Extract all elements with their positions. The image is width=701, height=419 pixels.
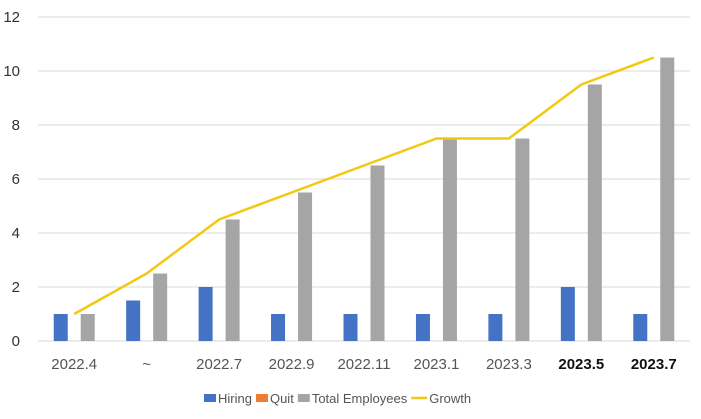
x-tick-label: ~ [142, 356, 151, 373]
bars-layer [53, 57, 675, 341]
legend-label: Quit [270, 391, 294, 406]
bar-total-employees [442, 138, 457, 341]
x-tick-label: 2022.4 [51, 356, 97, 373]
x-tick-label: 2022.7 [196, 356, 242, 373]
y-tick-label: 0 [12, 333, 20, 350]
line-layer [73, 56, 655, 316]
bar-hiring [415, 314, 430, 341]
bar-total-employees [370, 165, 385, 341]
y-tick-label: 6 [12, 171, 20, 188]
y-tick-label: 8 [12, 117, 20, 134]
bar-hiring [343, 314, 358, 341]
legend-swatch-quit [255, 394, 268, 402]
y-axis-ticks: 0 2 4 6 8 10 12 [3, 9, 20, 350]
bar-hiring [53, 314, 68, 341]
y-tick-label: 2 [12, 279, 20, 296]
legend-label: Hiring [218, 391, 252, 406]
bar-total-employees [153, 273, 168, 341]
bar-hiring [488, 314, 503, 341]
bar-hiring [126, 300, 141, 341]
x-tick-label: 2022.9 [269, 356, 315, 373]
bar-total-employees [660, 57, 675, 341]
legend-label: Total Employees [312, 391, 408, 406]
x-tick-label: 2023.5 [558, 356, 604, 373]
legend-swatch-hiring [204, 394, 216, 402]
bar-total-employees [515, 138, 530, 341]
line-growth [73, 56, 655, 316]
bar-total-employees [298, 192, 313, 341]
bar-hiring [271, 314, 286, 341]
x-tick-label: 2023.3 [486, 356, 532, 373]
legend-label: Growth [429, 391, 471, 406]
bar-hiring [633, 314, 648, 341]
grid-layer [38, 16, 690, 342]
x-tick-label: 2023.7 [631, 356, 677, 373]
bar-total-employees [80, 314, 95, 341]
x-tick-label: 2022.11 [337, 356, 390, 373]
legend: Hiring Quit Total Employees Growth [204, 391, 471, 406]
bar-total-employees [587, 84, 602, 341]
x-tick-label: 2023.1 [413, 356, 459, 373]
y-tick-label: 4 [12, 225, 20, 242]
y-tick-label: 10 [3, 63, 20, 80]
bar-hiring [560, 287, 575, 341]
bar-total-employees [225, 219, 240, 341]
x-axis-ticks: 2022.4 ~2022.7 2022.9 2022.11 2023.1 2023.3 20… [51, 356, 676, 373]
bar-hiring [198, 287, 213, 341]
y-tick-label: 12 [3, 9, 20, 26]
legend-swatch-total-employees [297, 394, 310, 402]
